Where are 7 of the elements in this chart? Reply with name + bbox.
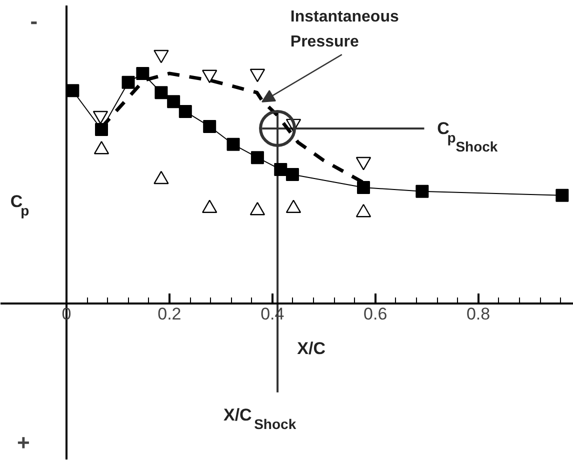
x-tick-label: 0.2 [158,304,182,324]
text: - [30,8,38,34]
text: + [17,430,30,456]
annotation: Instantaneous Pressure [290,8,399,51]
x-tick-label: 0.6 [364,304,388,324]
x-axis-title: X/C [297,338,326,358]
x-tick-label: 0.8 [466,304,490,324]
